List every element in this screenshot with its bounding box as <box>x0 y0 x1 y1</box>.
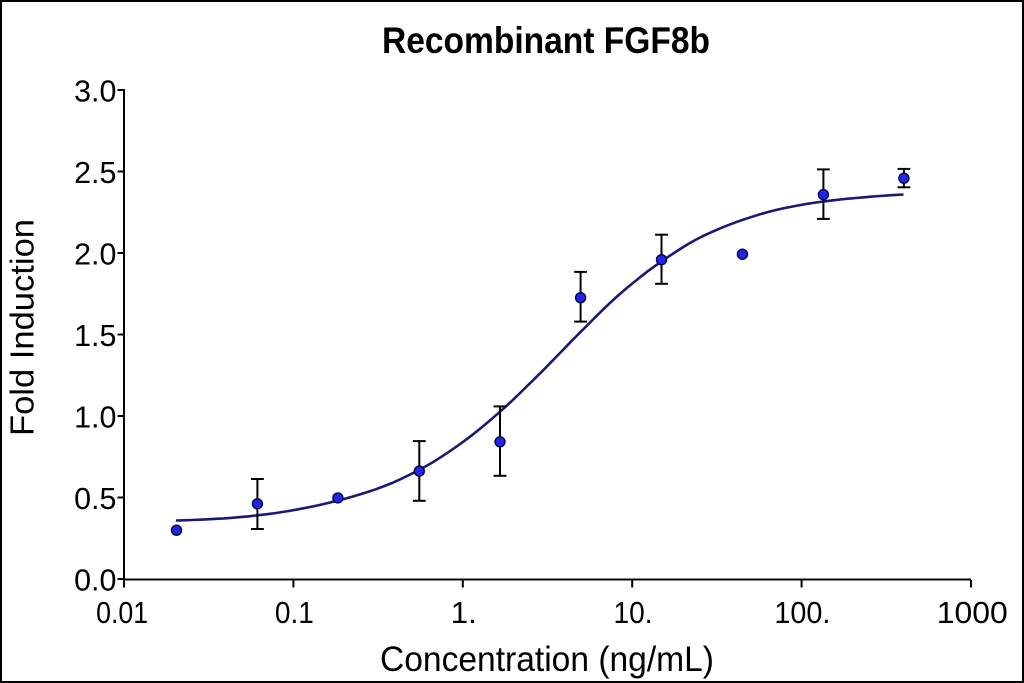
svg-text:1000: 1000 <box>937 595 1008 630</box>
svg-text:Recombinant FGF8b: Recombinant FGF8b <box>382 20 710 61</box>
svg-text:0.5: 0.5 <box>74 481 116 516</box>
svg-text:Concentration (ng/mL): Concentration (ng/mL) <box>380 640 714 679</box>
svg-text:Fold Induction: Fold Induction <box>4 219 41 436</box>
svg-text:0.01: 0.01 <box>96 595 148 630</box>
svg-text:1.: 1. <box>451 595 477 630</box>
svg-text:2.0: 2.0 <box>74 236 116 271</box>
svg-text:3.0: 3.0 <box>74 73 116 108</box>
svg-text:1.5: 1.5 <box>74 318 116 353</box>
svg-text:2.5: 2.5 <box>74 155 116 190</box>
svg-text:1.0: 1.0 <box>74 399 116 434</box>
svg-text:0.0: 0.0 <box>74 562 116 597</box>
svg-text:100.: 100. <box>774 595 830 630</box>
svg-text:0.1: 0.1 <box>275 595 314 630</box>
svg-text:10.: 10. <box>614 595 653 630</box>
